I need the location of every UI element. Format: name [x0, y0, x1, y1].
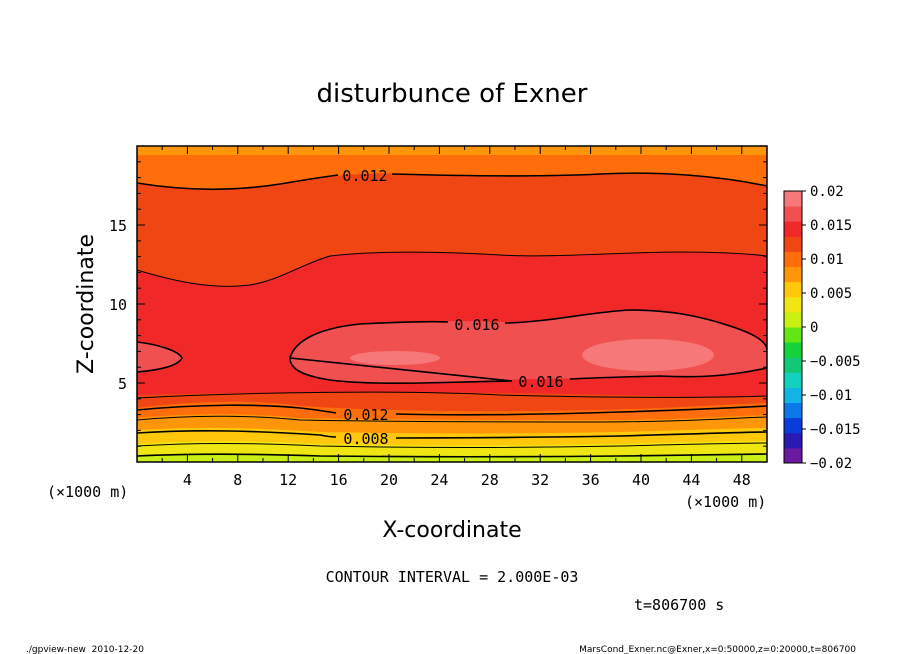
chart-title: disturbunce of Exner	[317, 79, 588, 109]
contour-0016-right	[289, 309, 767, 385]
contour-0014-upper	[137, 251, 767, 287]
colorbar-segment	[784, 251, 802, 268]
footer-left: ./gpview-new 2010-12-20	[26, 645, 144, 654]
colorbar-segment	[784, 281, 802, 298]
colorbar-segment	[784, 342, 802, 358]
contour-label: 0.012	[342, 167, 387, 185]
x-tick-label: 32	[531, 471, 549, 489]
x-tick-label: 44	[682, 471, 700, 489]
x-tick-label: 4	[183, 471, 192, 489]
colorbar-segment	[784, 402, 802, 419]
x-tick-label: 48	[733, 471, 751, 489]
colorbar-segment	[784, 236, 802, 252]
contour-0010-lower	[137, 415, 767, 423]
colorbar-tick-label: −0.01	[810, 388, 852, 404]
y-tick-labels: 5 10 15	[109, 217, 127, 393]
band-0018-b	[582, 339, 714, 371]
colorbar-tick-label: 0.01	[810, 252, 844, 268]
axis-ticks	[137, 146, 767, 462]
colorbar-segment	[784, 387, 802, 404]
colorbar-segment	[784, 432, 802, 449]
contour-0012-top	[137, 172, 767, 190]
colorbar-segment	[784, 327, 802, 343]
colorbar-tick-label: 0.005	[810, 286, 852, 302]
colorbar-tick-label: 0.015	[810, 218, 852, 234]
colorbar-segment	[784, 372, 802, 388]
colorbar-segment	[784, 357, 802, 373]
colorbar-segment	[784, 206, 802, 222]
colorbar-segment	[784, 191, 802, 207]
contour-label: 0.016	[454, 316, 499, 334]
x-unit-left: (×1000 m)	[47, 483, 128, 501]
colorbar-segment	[784, 447, 802, 464]
x-tick-label: 28	[481, 471, 499, 489]
x-tick-label: 16	[330, 471, 348, 489]
y-tick-label: 5	[118, 375, 127, 393]
contour-lines	[137, 172, 767, 458]
x-tick-label: 24	[430, 471, 448, 489]
colorbar-tick-label: −0.02	[810, 456, 852, 472]
y-tick-label: 15	[109, 217, 127, 235]
x-tick-label: 40	[632, 471, 650, 489]
colorbar-tick-label: −0.005	[810, 354, 861, 370]
band-0018-a	[350, 351, 440, 365]
colorbar-tick-label: 0	[810, 320, 818, 336]
contour-interval: CONTOUR INTERVAL = 2.000E-03	[326, 568, 579, 586]
contour-label: 0.016	[518, 373, 563, 391]
colorbar-segment	[784, 311, 802, 328]
band-0016-left	[137, 342, 182, 372]
colorbar-segment	[784, 266, 802, 283]
contour-label: 0.012	[343, 406, 388, 424]
contour-0006-lower	[137, 442, 767, 448]
colorbar-tick-label: 0.02	[810, 184, 844, 200]
y-tick-label: 10	[109, 296, 127, 314]
colorbar-segment	[784, 417, 802, 434]
contour-0008-lower	[137, 430, 767, 439]
contour-labels: 0.012 0.016 0.016 0.012 0.008	[342, 167, 563, 448]
x-tick-label: 8	[233, 471, 242, 489]
colorbar-labels: 0.02 0.015 0.01 0.005 0 −0.005 −0.01 −0.015 −0.0…	[802, 184, 861, 472]
colorbar	[784, 191, 802, 464]
y-axis-label: Z-coordinate	[74, 234, 99, 374]
x-unit-right: (×1000 m)	[685, 493, 766, 511]
contour-0014-lower	[137, 391, 767, 399]
x-axis-label: X-coordinate	[382, 518, 521, 543]
x-tick-labels: 4 8 12 16 20 24 28 32 36 40 44 48	[183, 471, 751, 489]
colorbar-segment	[784, 221, 802, 237]
colorbar-segment	[784, 296, 802, 313]
contour-fill	[137, 146, 767, 462]
x-tick-label: 12	[279, 471, 297, 489]
time-label: t=806700 s	[634, 596, 724, 614]
colorbar-tick-label: −0.015	[810, 422, 861, 438]
footer-right: MarsCond_Exner.nc@Exner,x=0:50000,z=0:20…	[579, 645, 856, 654]
contour-0004-lower	[137, 453, 767, 458]
x-tick-label: 20	[380, 471, 398, 489]
contour-0012-lower	[137, 404, 767, 416]
contour-label: 0.008	[343, 430, 388, 448]
x-tick-label: 36	[582, 471, 600, 489]
contour-0016-left	[137, 341, 183, 373]
